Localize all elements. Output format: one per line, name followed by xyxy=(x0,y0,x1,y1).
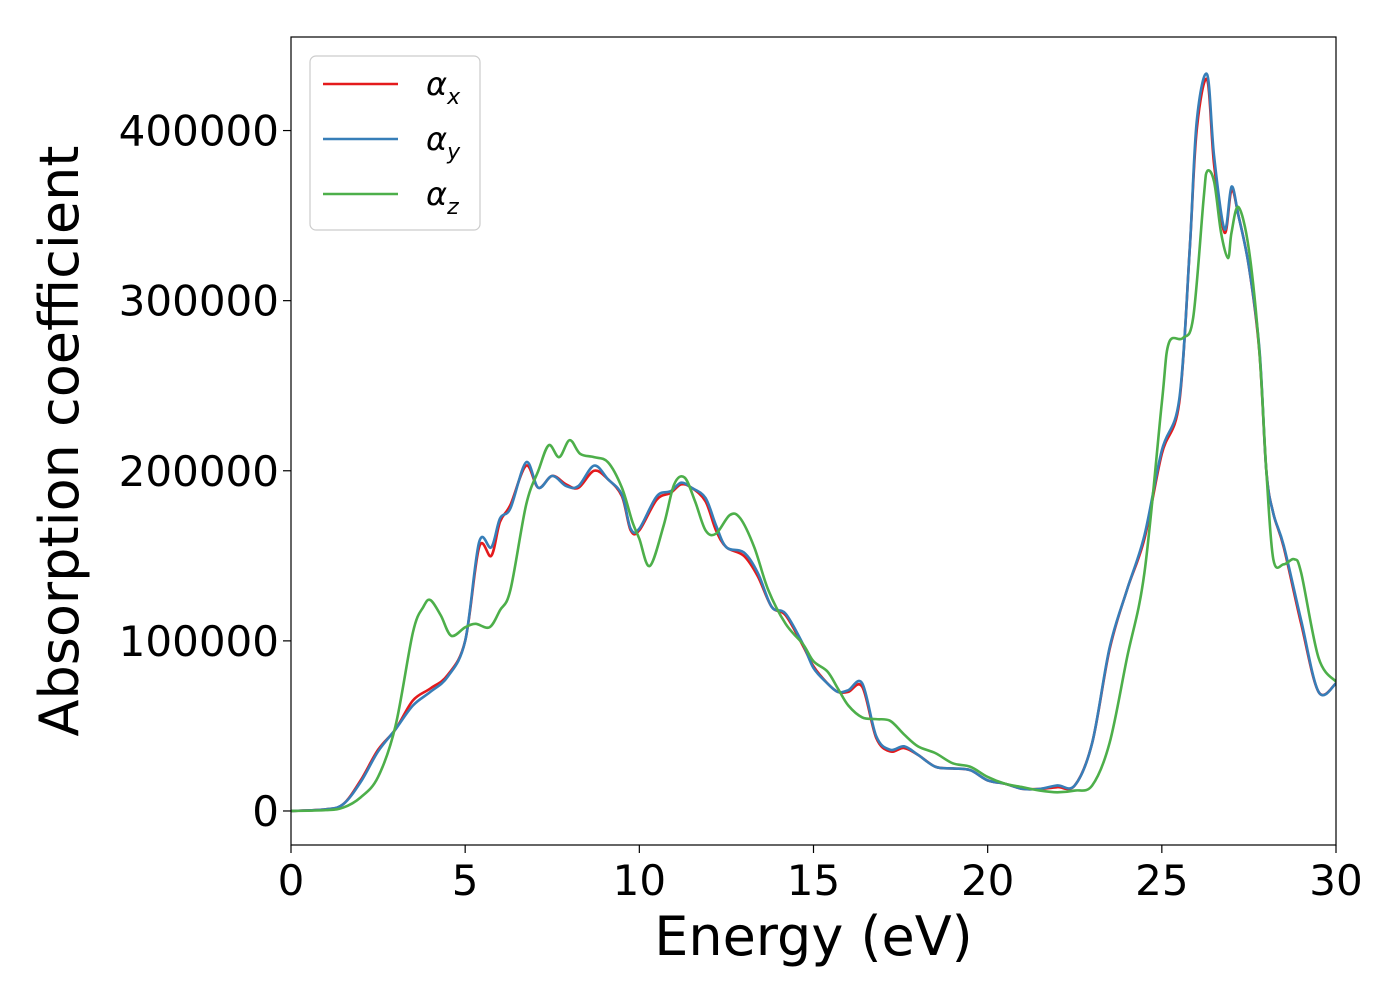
series-line-y xyxy=(291,72,1336,813)
x-tick-label: 15 xyxy=(787,856,840,905)
x-tick-label: 20 xyxy=(961,856,1014,905)
x-axis-ticks: 0 5 10 15 20 25 30 xyxy=(278,845,1363,905)
y-axis-ticks: 0 100000 200000 300000 400000 xyxy=(119,107,291,836)
y-tick-label: 0 xyxy=(252,787,279,836)
series-line-z xyxy=(291,169,1336,813)
x-tick-label: 5 xyxy=(452,856,479,905)
legend-label-x: αx xyxy=(426,65,461,110)
legend-label-y: αy xyxy=(426,120,461,165)
x-tick-label: 25 xyxy=(1135,856,1188,905)
legend: αx αy αz xyxy=(309,55,481,231)
y-tick-label: 300000 xyxy=(119,277,279,326)
y-axis-label: Absorption coefficient xyxy=(28,146,91,737)
plot-lines xyxy=(291,72,1336,813)
x-axis-label: Energy (eV) xyxy=(654,905,973,968)
y-tick-label: 400000 xyxy=(119,107,279,156)
x-tick-label: 0 xyxy=(278,856,305,905)
y-tick-label: 200000 xyxy=(119,447,279,496)
legend-frame xyxy=(309,55,481,231)
legend-label-z: αz xyxy=(426,175,459,220)
x-tick-label: 10 xyxy=(613,856,666,905)
y-tick-label: 100000 xyxy=(119,617,279,666)
x-tick-label: 30 xyxy=(1309,856,1362,905)
